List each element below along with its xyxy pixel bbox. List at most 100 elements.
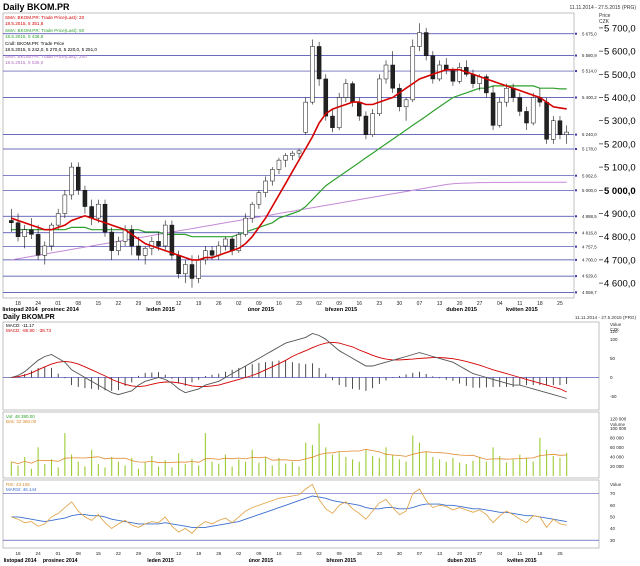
x-month-3: únor 2015 bbox=[248, 307, 274, 313]
level-label-3: 5 400,2 bbox=[582, 95, 597, 100]
x-day-12: 09 bbox=[256, 551, 262, 556]
x-day-5: 22 bbox=[116, 551, 122, 556]
candle-body-8 bbox=[62, 194, 68, 214]
x-day-11: 02 bbox=[236, 551, 242, 556]
x-day-6: 29 bbox=[136, 551, 142, 556]
x-day-27: 25 bbox=[557, 301, 563, 307]
x-month-2: leden 2015 bbox=[146, 307, 175, 313]
rsi-tick-3: 40 bbox=[610, 526, 616, 531]
sma200-path bbox=[11, 181, 567, 261]
candle-body-53 bbox=[363, 115, 369, 135]
volume-label2: Bnk: 32 380.00 bbox=[6, 419, 37, 424]
x-day-17: 16 bbox=[356, 301, 362, 307]
level-marker-3 bbox=[575, 96, 577, 99]
x-day-14: 23 bbox=[296, 301, 302, 307]
candle-body-33 bbox=[229, 238, 235, 251]
candle-body-51 bbox=[350, 83, 355, 103]
candle-body-50 bbox=[343, 83, 349, 98]
x-month-5: duben 2015 bbox=[446, 307, 477, 313]
macd-tick-3: 0 bbox=[610, 375, 613, 380]
x-day-10: 26 bbox=[216, 551, 222, 556]
volume-plot: 120 000 100 000 80 000 60 000 40 000 20 000 bbox=[10, 416, 627, 476]
x-day-17: 16 bbox=[357, 551, 363, 556]
legend-sma50: SMA: BKOM.PR: Trade Price(Last): 50 bbox=[5, 28, 85, 33]
x-day-24: 04 bbox=[497, 551, 503, 556]
candle-body-10 bbox=[75, 166, 81, 191]
x-day-15: 02 bbox=[317, 551, 323, 556]
x-day-4: 15 bbox=[96, 551, 102, 556]
level-marker-8 bbox=[575, 215, 577, 218]
level-marker-11 bbox=[575, 258, 577, 261]
candle-body-67 bbox=[457, 67, 462, 82]
candle-body-41 bbox=[283, 155, 288, 161]
x-day-0: 18 bbox=[15, 551, 21, 556]
macd-tick-4: -50 bbox=[610, 394, 617, 399]
level-label-2: 5 514,0 bbox=[582, 69, 597, 74]
candle-body-19 bbox=[136, 245, 141, 256]
candle-body-12 bbox=[89, 206, 94, 219]
candle-body-0 bbox=[9, 220, 14, 224]
rsi-tick-0: 70 bbox=[610, 491, 616, 496]
x-day-3: 08 bbox=[75, 301, 81, 307]
x-day-1: 24 bbox=[35, 301, 41, 307]
macd-plot: 120 100 50 0 -50 bbox=[3, 329, 618, 399]
x-day-3: 08 bbox=[76, 551, 82, 556]
macd-tick-2: 50 bbox=[610, 356, 616, 361]
y-tick-label-10: 4 700,0 bbox=[604, 255, 636, 266]
candle-body-73 bbox=[497, 101, 503, 126]
bottom-panel-range: 11.11.2014 - 27.5.2015 (PRG) bbox=[575, 315, 637, 320]
level-marker-6 bbox=[575, 174, 577, 177]
candle-body-27 bbox=[189, 264, 195, 279]
macd-frame bbox=[2, 321, 600, 411]
level-label-13: 4 559,7 bbox=[582, 290, 597, 295]
candle-body-76 bbox=[517, 97, 523, 112]
rsi-frame bbox=[2, 479, 600, 549]
x-day-16: 09 bbox=[337, 551, 343, 556]
x-day-8: 12 bbox=[176, 301, 182, 307]
y-tick-label-0: 5 700,0 bbox=[604, 23, 636, 34]
candle-body-74 bbox=[504, 87, 509, 103]
candle-body-39 bbox=[270, 169, 275, 182]
x-day-13: 16 bbox=[276, 551, 282, 556]
candle-body-61 bbox=[417, 32, 422, 47]
x-day-1: 24 bbox=[36, 551, 42, 556]
x-day-18: 23 bbox=[377, 551, 383, 556]
y-tick-label-4: 5 300,0 bbox=[604, 116, 636, 127]
candle-body-44 bbox=[303, 101, 308, 133]
level-marker-13 bbox=[575, 291, 577, 294]
candle-body-47 bbox=[323, 78, 329, 117]
candle-body-63 bbox=[430, 55, 436, 80]
x-day-27: 25 bbox=[557, 551, 563, 556]
x-day-18: 23 bbox=[377, 301, 383, 307]
sma200-line bbox=[11, 181, 567, 261]
macd-tick-1: 100 bbox=[610, 337, 618, 342]
y-tick-label-3: 5 400,0 bbox=[604, 93, 636, 104]
level-label-10: 4 757,5 bbox=[582, 244, 597, 249]
top-x-axis-days: 18 24 01 08 15 22 29 05 12 19 26 02 09 16 23 02 09 16 23 30… bbox=[15, 301, 563, 307]
macd-axis-label: Value bbox=[610, 322, 622, 327]
bottom-panel-bg bbox=[0, 314, 640, 566]
candlesticks bbox=[9, 23, 569, 288]
candle-body-56 bbox=[383, 64, 389, 80]
candle-body-48 bbox=[330, 115, 335, 128]
legend-candle-value: 18.5.2015, 5 242,0, 5 270,0, 5 220,0, 5 … bbox=[5, 47, 97, 52]
x-day-21: 13 bbox=[437, 301, 443, 307]
volume-tick-4: 40 000 bbox=[610, 455, 624, 460]
candle-body-36 bbox=[249, 203, 255, 219]
x-month-2: leden 2015 bbox=[147, 558, 174, 564]
candle-body-16 bbox=[116, 241, 121, 251]
x-day-14: 23 bbox=[296, 551, 302, 556]
bottom-panel-title: Daily BKOM.PR bbox=[3, 314, 55, 321]
x-day-19: 30 bbox=[397, 301, 403, 307]
candle-body-75 bbox=[510, 87, 516, 98]
candle-body-18 bbox=[129, 229, 135, 247]
level-label-12: 4 629,6 bbox=[582, 274, 597, 279]
y-tick-label-1: 5 600,0 bbox=[604, 47, 636, 58]
volume-tick-2: 80 000 bbox=[610, 435, 624, 440]
candle-body-28 bbox=[196, 259, 201, 279]
candle-body-30 bbox=[209, 250, 215, 256]
x-day-6: 29 bbox=[136, 301, 142, 307]
x-day-23: 27 bbox=[477, 551, 483, 556]
candle-body-20 bbox=[142, 248, 148, 256]
